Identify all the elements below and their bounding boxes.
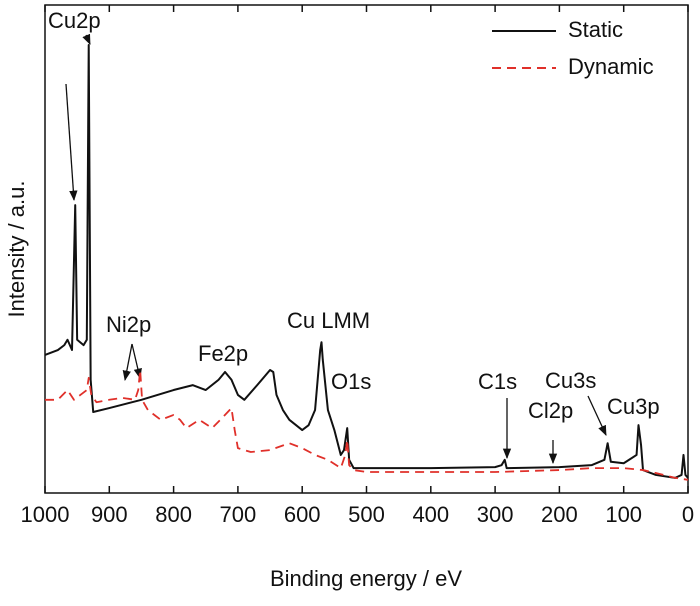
peak-label: Cl2p	[528, 398, 573, 423]
legend-label: Static	[568, 17, 623, 42]
x-tick-label: 300	[477, 502, 514, 527]
peak-label: O1s	[331, 369, 371, 394]
arrow	[131, 343, 142, 380]
x-tick-label: 200	[541, 502, 578, 527]
legend-label: Dynamic	[568, 54, 654, 79]
x-axis-label: Binding energy / eV	[270, 566, 462, 591]
x-tick-label: 0	[682, 502, 694, 527]
peak-label: Cu3s	[545, 368, 596, 393]
x-tick-label: 400	[412, 502, 449, 527]
arrow	[65, 83, 78, 202]
peak-label: Fe2p	[198, 341, 248, 366]
arrow	[587, 395, 607, 436]
x-tick-label: 800	[155, 502, 192, 527]
x-tick-label: 1000	[21, 502, 70, 527]
x-tick-label: 100	[605, 502, 642, 527]
x-tick-label: 700	[220, 502, 257, 527]
peak-label: Cu2p	[48, 8, 101, 33]
arrow	[82, 33, 91, 45]
series-line	[45, 369, 689, 481]
y-axis-label: Intensity / a.u.	[4, 181, 29, 318]
series-line	[44, 44, 689, 479]
arrow	[122, 343, 133, 382]
x-tick-label: 600	[284, 502, 321, 527]
peak-label: Ni2p	[106, 312, 151, 337]
annotation-arrows	[65, 33, 607, 465]
peak-label: C1s	[478, 369, 517, 394]
x-tick-label: 900	[91, 502, 128, 527]
peak-label: Cu LMM	[287, 308, 370, 333]
x-tick-label: 500	[348, 502, 385, 527]
peak-label: Cu3p	[607, 394, 660, 419]
